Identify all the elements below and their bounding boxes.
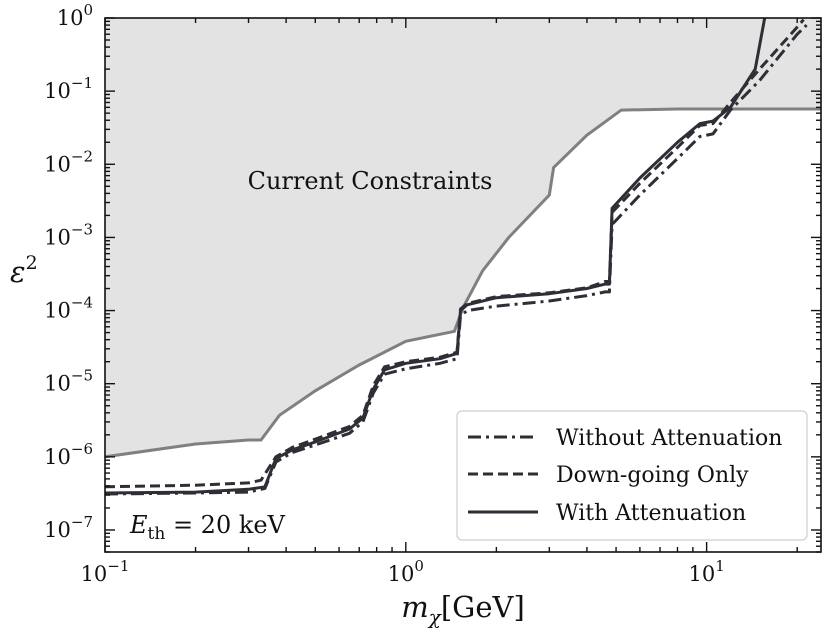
threshold-annotation-sub: th <box>148 524 166 544</box>
x-tick-label-exponent: −1 <box>107 557 129 575</box>
y-tick-label-base: 10 <box>44 225 71 249</box>
y-tick-label-base: 10 <box>44 445 71 469</box>
y-tick-label: 10−1 <box>44 74 93 103</box>
legend-label-with-attenuation: With Attenuation <box>556 501 746 526</box>
y-tick-label: 10−2 <box>44 147 93 176</box>
x-tick-label-base: 10 <box>81 562 108 586</box>
y-axis-label: ε2 <box>10 252 38 289</box>
series-line-with-attenuation <box>105 18 767 495</box>
y-tick-label-exponent: −3 <box>71 220 93 238</box>
legend-label-down-going-only: Down-going Only <box>556 463 749 488</box>
y-axis-label-sup: 2 <box>26 252 38 274</box>
x-axis-label-unit: [GeV] <box>441 590 525 624</box>
y-tick-label-base: 10 <box>44 79 71 103</box>
y-tick-label-exponent: 0 <box>83 1 93 19</box>
y-tick-label-exponent: −2 <box>71 147 93 165</box>
y-tick-label: 10−5 <box>44 367 93 396</box>
y-tick-label-base: 10 <box>44 299 71 323</box>
threshold-annotation-base: E <box>129 511 148 539</box>
y-tick-label-exponent: −6 <box>71 440 93 458</box>
x-tick-label-base: 10 <box>688 562 715 586</box>
legend: Without Attenuation Down-going Only With… <box>456 410 808 541</box>
threshold-annotation-rest: = 20 keV <box>165 511 285 539</box>
x-axis-label-sub: χ <box>427 605 443 629</box>
constraint-region-fill <box>105 18 821 457</box>
x-tick-label-exponent: 0 <box>414 557 424 575</box>
threshold-annotation: Eth = 20 keV <box>129 511 286 544</box>
x-tick-label-base: 10 <box>388 562 415 586</box>
legend-box <box>456 410 808 541</box>
y-tick-label: 10−7 <box>44 513 93 542</box>
x-tick-label: 10−1 <box>81 557 130 586</box>
x-axis-label-base: m <box>401 590 429 624</box>
y-tick-label: 100 <box>57 1 93 30</box>
x-tick-label: 100 <box>388 557 424 586</box>
y-tick-label: 10−6 <box>44 440 93 469</box>
y-tick-label-base: 10 <box>44 152 71 176</box>
y-tick-label-exponent: −1 <box>71 74 93 92</box>
y-tick-label-base: 10 <box>44 372 71 396</box>
x-tick-label-exponent: 1 <box>715 557 725 575</box>
y-tick-label-base: 10 <box>44 518 71 542</box>
y-tick-label-base: 10 <box>57 6 84 30</box>
legend-label-without-attenuation: Without Attenuation <box>556 426 782 451</box>
y-tick-label-exponent: −7 <box>71 513 93 531</box>
y-tick-label-exponent: −5 <box>71 367 93 385</box>
plot-frame <box>104 17 822 553</box>
y-axis-label-base: ε <box>10 255 26 289</box>
y-tick-label-exponent: −4 <box>71 294 93 312</box>
constraint-region-label: Current Constraints <box>248 167 493 195</box>
y-tick-label: 10−4 <box>44 294 93 323</box>
x-tick-label: 101 <box>688 557 724 586</box>
x-axis-label: mχ[GeV] <box>401 590 525 629</box>
y-tick-label: 10−3 <box>44 220 93 249</box>
